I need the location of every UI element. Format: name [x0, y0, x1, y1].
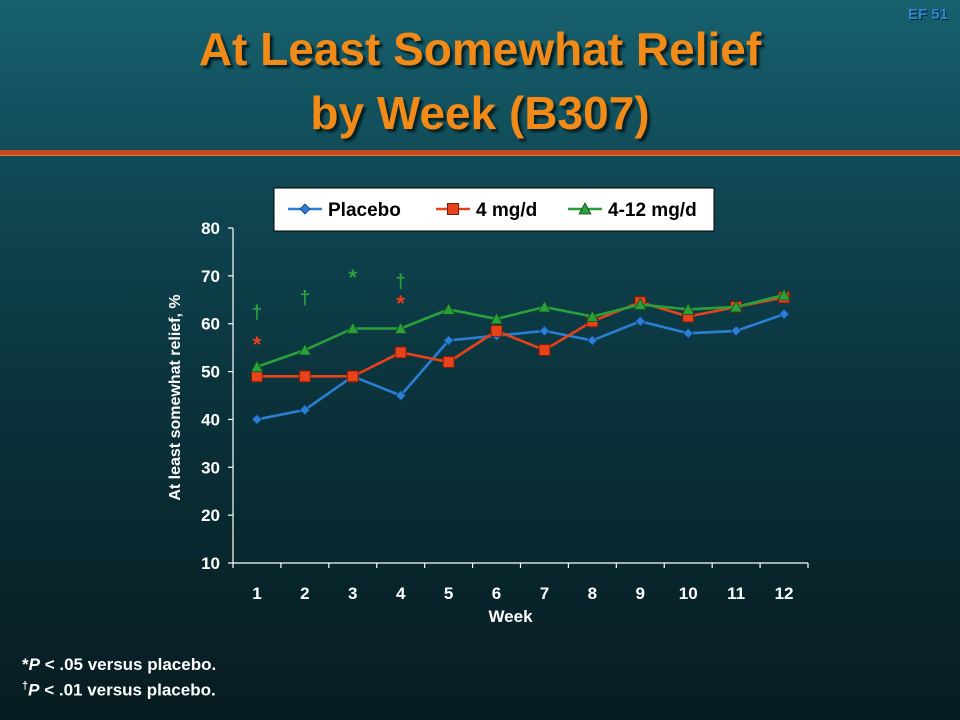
data-point-placebo	[299, 404, 311, 416]
legend-label-4-mg-d: 4 mg/d	[476, 200, 537, 221]
y-tick-label: 20	[201, 506, 220, 525]
legend-marker-placebo	[299, 203, 311, 215]
data-point-4-mg-d	[538, 344, 551, 357]
legend-marker-4-mg-d	[447, 203, 459, 215]
data-point-placebo	[778, 308, 790, 320]
data-point-placebo	[251, 413, 263, 425]
data-point-4-mg-d	[394, 346, 407, 359]
data-point-4-12-mg-d	[489, 312, 504, 325]
y-tick-label: 10	[201, 554, 220, 573]
footnote-dagger-text: < .01 versus placebo.	[39, 680, 216, 700]
x-tick-label: 2	[300, 584, 309, 603]
significance-marker: †	[252, 302, 263, 323]
y-axis-label: At least somewhat relief, %	[167, 294, 184, 500]
data-point-4-12-mg-d	[585, 309, 600, 322]
data-point-4-12-mg-d	[250, 359, 264, 373]
footnote-star: *P < .05 versus placebo.	[22, 655, 216, 675]
data-point-4-12-mg-d	[298, 343, 312, 356]
data-point-4-12-mg-d	[633, 297, 647, 310]
y-tick-label: 40	[201, 410, 220, 429]
footnote-dagger-p: P	[28, 680, 40, 700]
x-tick-label: 5	[444, 584, 453, 603]
x-axis-label: Week	[488, 607, 533, 626]
significance-marker: †	[395, 271, 406, 292]
series-line-placebo	[256, 312, 785, 421]
data-point-4-mg-d	[490, 324, 503, 337]
data-point-placebo	[730, 325, 742, 337]
x-tick-label: 10	[679, 584, 698, 603]
legend-box	[273, 187, 715, 232]
significance-marker: *	[349, 265, 358, 290]
data-point-4-mg-d	[250, 370, 263, 383]
slide-title-line2: by Week (B307)	[310, 87, 650, 139]
data-point-placebo	[682, 327, 694, 339]
data-point-4-12-mg-d	[346, 321, 360, 334]
footnote-star-text: < .05 versus placebo.	[39, 655, 217, 674]
x-tick-label: 6	[492, 584, 501, 603]
footnote-star-symbol: *	[22, 655, 29, 674]
data-point-4-mg-d	[298, 370, 311, 383]
x-tick-label: 7	[540, 584, 549, 603]
x-tick-label: 8	[588, 584, 597, 603]
legend-label-placebo: Placebo	[328, 200, 401, 221]
data-point-4-12-mg-d	[441, 302, 456, 315]
y-tick-label: 30	[201, 458, 220, 477]
x-tick-label: 12	[775, 584, 794, 603]
y-tick-label: 70	[201, 267, 220, 286]
y-tick-label: 80	[201, 219, 220, 238]
slide-title-line1: At Least Somewhat Relief	[198, 23, 762, 75]
data-point-placebo	[586, 334, 598, 347]
x-tick-label: 9	[636, 584, 645, 603]
footnote-star-p: P	[28, 655, 40, 674]
data-point-4-12-mg-d	[681, 302, 695, 315]
y-tick-label: 60	[201, 315, 220, 334]
footnote-dagger-symbol: †	[22, 680, 29, 692]
x-tick-label: 3	[348, 584, 357, 603]
data-point-4-12-mg-d	[537, 300, 552, 313]
legend-label-4-12-mg-d: 4-12 mg/d	[608, 200, 697, 221]
series-line-4-12-mg-d	[256, 293, 785, 369]
data-point-4-mg-d	[442, 356, 455, 368]
title-divider	[0, 150, 960, 156]
legend-marker-4-12-mg-d	[578, 202, 592, 215]
data-point-4-12-mg-d	[777, 288, 791, 301]
data-point-placebo	[538, 325, 551, 337]
data-point-placebo	[634, 315, 646, 327]
data-point-4-12-mg-d	[394, 321, 408, 334]
significance-marker: *	[396, 291, 405, 316]
significance-marker: †	[300, 288, 311, 309]
footnote-dagger: †P < .01 versus placebo.	[22, 680, 216, 701]
x-tick-label: 11	[727, 584, 745, 603]
series-line-4-mg-d	[256, 296, 785, 378]
slide-id: EF 51	[907, 6, 948, 23]
significance-marker: *	[253, 332, 262, 357]
data-point-placebo	[395, 389, 407, 402]
x-tick-label: 1	[252, 584, 261, 603]
data-point-4-mg-d	[346, 370, 359, 383]
x-tick-label: 4	[396, 584, 406, 603]
y-tick-label: 50	[201, 363, 220, 382]
data-point-placebo	[443, 334, 455, 347]
data-point-4-12-mg-d	[729, 300, 743, 313]
